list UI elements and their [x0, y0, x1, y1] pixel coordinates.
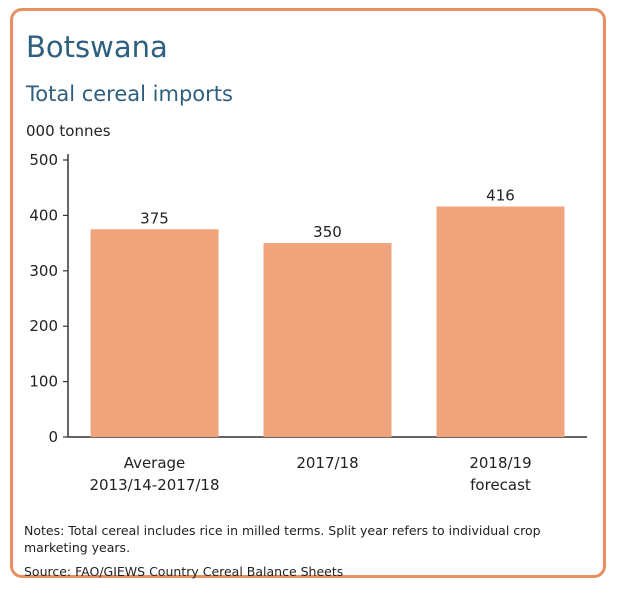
data-label: 375	[140, 209, 169, 227]
chart-subtitle: Total cereal imports	[26, 82, 233, 106]
y-tick-label: 500	[29, 151, 58, 169]
x-category-label: 2018/19	[469, 454, 531, 472]
y-tick-label: 0	[48, 428, 58, 446]
y-axis-unit-label: 000 tonnes	[26, 122, 111, 140]
y-tick-label: 400	[29, 206, 58, 224]
bar	[263, 243, 392, 437]
bar	[90, 229, 219, 437]
x-category-label: 2013/14-2017/18	[89, 476, 219, 494]
bar-chart: 0 100 200 300 400 500 375 Average 2013/14-2017/1…	[29, 151, 587, 494]
y-tick-label: 300	[29, 262, 58, 280]
bar	[436, 206, 565, 437]
y-tick-label: 100	[29, 373, 58, 391]
x-category-label: Average	[124, 454, 186, 472]
x-category-label: forecast	[470, 476, 531, 494]
chart-source: Source: FAO/GIEWS Country Cereal Balance…	[24, 564, 344, 579]
x-category-label: 2017/18	[296, 454, 358, 472]
data-label: 416	[486, 187, 515, 205]
chart-title: Botswana	[26, 30, 168, 64]
data-label: 350	[313, 223, 342, 241]
y-tick-label: 200	[29, 317, 58, 335]
chart-notes: Notes: Total cereal includes rice in mil…	[24, 523, 541, 555]
